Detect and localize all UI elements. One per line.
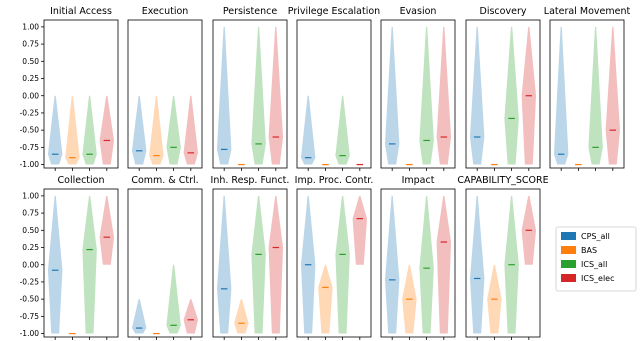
y-tick-label: 0.25 xyxy=(22,243,39,252)
axes-frame xyxy=(380,188,456,338)
violin-body xyxy=(166,264,181,334)
axes-frame xyxy=(465,19,541,169)
axes-frame xyxy=(43,19,119,169)
violin-body xyxy=(234,299,249,334)
y-tick-label: 0.50 xyxy=(22,226,39,235)
panel-title: Collection xyxy=(58,175,105,186)
panel-title: Execution xyxy=(142,6,189,17)
legend-label: ICS_all xyxy=(581,260,607,269)
legend-label: CPS_all xyxy=(581,232,610,241)
violin-body xyxy=(166,95,181,165)
panel-title: Privilege Escalation xyxy=(288,6,380,17)
violin-body xyxy=(469,195,485,334)
y-tick-label: 0.00 xyxy=(22,91,39,100)
violin-body xyxy=(384,195,400,334)
panel-title: Initial Access xyxy=(50,6,112,17)
violin-body xyxy=(300,95,316,165)
y-tick-label: -1.00 xyxy=(20,329,40,338)
y-tick-label: 0.00 xyxy=(22,260,39,269)
y-tick-label: -0.50 xyxy=(20,126,40,135)
violin-body xyxy=(251,195,266,334)
axes-frame xyxy=(212,19,288,169)
panel-title: Impact xyxy=(402,175,435,186)
violin-body xyxy=(335,95,350,165)
violin-body xyxy=(419,195,434,334)
axes-frame xyxy=(296,188,372,338)
violin-body xyxy=(131,95,147,165)
violin-body xyxy=(352,195,368,265)
panel-title: Inh. Resp. Funct. xyxy=(211,175,290,186)
violin-body xyxy=(268,26,284,165)
y-tick-label: 1.00 xyxy=(22,191,39,200)
y-tick-label: 1.00 xyxy=(22,22,39,31)
y-tick-label: -1.00 xyxy=(20,160,40,169)
violin-body xyxy=(65,95,80,165)
violin-body xyxy=(436,26,452,165)
panel-title: Evasion xyxy=(400,6,437,17)
panel-title: Persistence xyxy=(223,6,277,17)
legend-swatch xyxy=(561,232,576,240)
violin-body xyxy=(553,26,569,165)
y-tick-label: 0.50 xyxy=(22,57,39,66)
violin-body xyxy=(268,195,284,334)
legend-label: ICS_elec xyxy=(581,274,615,283)
violin-body xyxy=(216,26,232,165)
axes-frame xyxy=(127,188,203,338)
violin-body xyxy=(99,195,115,265)
violin-body xyxy=(183,299,199,334)
violin-body xyxy=(504,26,519,165)
y-tick-label: -0.50 xyxy=(20,295,40,304)
legend-swatch xyxy=(561,246,576,254)
violin-body xyxy=(419,26,434,165)
legend-label: BAS xyxy=(581,246,597,255)
violin-body xyxy=(131,299,147,334)
violin-body xyxy=(82,195,97,334)
axes-frame xyxy=(380,19,456,169)
y-tick-label: -0.75 xyxy=(20,143,40,152)
axes-frame xyxy=(549,19,625,169)
violin-body xyxy=(469,26,485,165)
violin-body xyxy=(436,195,452,334)
violin-body xyxy=(99,95,115,165)
violin-body xyxy=(149,95,164,165)
panel-title: Comm. & Ctrl. xyxy=(131,175,198,186)
y-tick-label: 0.75 xyxy=(22,209,39,218)
violin-body xyxy=(588,26,603,165)
violin-body xyxy=(183,95,199,165)
panel-title: Discovery xyxy=(480,6,527,17)
axes-frame xyxy=(296,19,372,169)
y-tick-label: -0.75 xyxy=(20,312,40,321)
violin-body xyxy=(251,26,266,165)
violin-body xyxy=(82,95,97,165)
violin-body xyxy=(384,26,400,165)
violin-body xyxy=(318,264,333,334)
legend-swatch xyxy=(561,274,576,282)
axes-frame xyxy=(465,188,541,338)
violin-body xyxy=(47,95,63,165)
panel-title: Imp. Proc. Contr. xyxy=(295,175,374,186)
axes-frame xyxy=(212,188,288,338)
violin-body xyxy=(605,26,621,165)
y-tick-label: 0.75 xyxy=(22,40,39,49)
violin-body xyxy=(335,195,350,334)
panel-title: Lateral Movement xyxy=(544,6,631,17)
y-tick-label: -0.25 xyxy=(20,278,40,287)
legend-swatch xyxy=(561,260,576,268)
violin-body xyxy=(47,195,63,334)
panel-title: CAPABILITY_SCORE xyxy=(457,175,548,186)
axes-frame xyxy=(127,19,203,169)
y-tick-label: -0.25 xyxy=(20,109,40,118)
axes-frame xyxy=(43,188,119,338)
violin-body xyxy=(216,195,232,334)
y-tick-label: 0.25 xyxy=(22,74,39,83)
